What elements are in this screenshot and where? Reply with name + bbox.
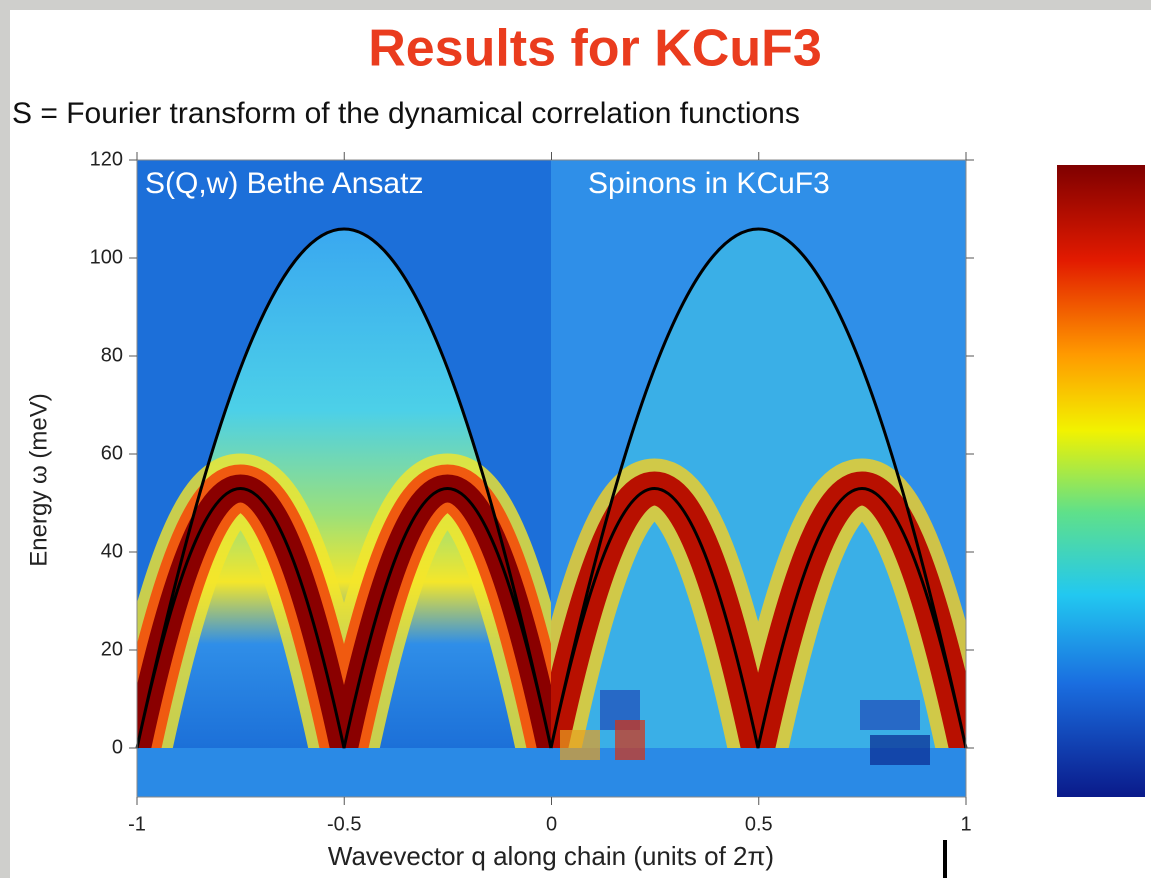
x-tick-label: -1 <box>128 813 146 835</box>
y-tick-label: 40 <box>101 540 123 562</box>
x-tick-label: 0 <box>546 813 557 835</box>
slide: Results for KCuF3 S = Fourier transform … <box>0 0 1151 878</box>
x-axis-label: Wavevector q along chain (units of 2π) <box>328 841 774 871</box>
y-tick-label: 60 <box>101 442 123 464</box>
y-tick-label: 0 <box>112 736 123 758</box>
x-tick-label: 0.5 <box>745 813 773 835</box>
y-axis-label: Energy ω (meV) <box>25 393 52 566</box>
page: {"chart_data": {"type": "heatmap", "titl… <box>0 0 1151 878</box>
y-tick-label: 120 <box>90 148 123 170</box>
slide-title: Results for KCuF3 <box>368 20 822 78</box>
subtitle: S = Fourier transform of the dynamical c… <box>12 97 800 130</box>
heatmap-image <box>137 160 966 797</box>
x-tick-label: 1 <box>960 813 971 835</box>
panel-label: S(Q,w) Bethe Ansatz <box>145 167 423 200</box>
y-tick-label: 20 <box>101 638 123 660</box>
x-tick-label: -0.5 <box>327 813 361 835</box>
y-tick-label: 100 <box>90 246 123 268</box>
colorbar <box>1057 165 1145 797</box>
y-tick-label: 80 <box>101 344 123 366</box>
panel-label: Spinons in KCuF3 <box>588 167 830 200</box>
